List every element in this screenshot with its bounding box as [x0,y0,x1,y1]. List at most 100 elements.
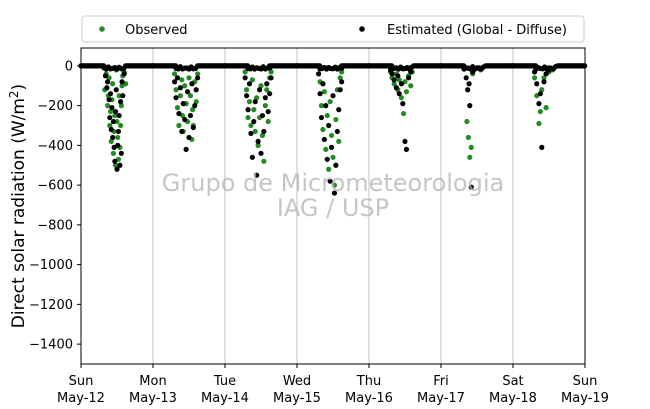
observed-point-21 [118,103,124,109]
estimated-point-24 [172,79,178,85]
estimated-point-96 [478,66,484,72]
estimated-point-29 [179,128,185,135]
estimated-point-3 [106,97,112,103]
estimated-point-43 [245,107,251,113]
y-tick-label-1: −200 [37,99,73,114]
estimated-point-33 [184,89,191,95]
observed-point-94 [465,134,471,141]
observed-point-60 [264,87,270,93]
estimated-point-55 [262,95,268,101]
observed-point-70 [326,166,332,172]
estimated-point-104 [546,67,552,73]
estimated-point-88 [408,69,414,75]
observed-point-85 [396,77,402,83]
observed-point-107 [543,105,549,111]
estimated-point-77 [388,67,394,73]
observed-point-48 [246,99,253,105]
observed-point-2 [105,103,111,109]
estimated-point-49 [254,172,260,178]
estimated-zero-point-407 [552,64,559,70]
gridlines [152,48,514,364]
estimated-point-87 [406,75,412,81]
legend: Observed Estimated (Global - Diffuse) [81,15,585,43]
x-tick-date-label-1: May-13 [129,391,177,406]
observed-point-34 [182,83,188,89]
estimated-zero-point-233 [339,65,345,71]
estimated-point-97 [532,69,538,75]
estimated-point-7 [109,105,115,111]
estimated-point-63 [320,81,326,87]
estimated-point-73 [334,128,340,135]
plot-frame [80,47,586,365]
observed-point-53 [254,95,260,101]
x-tick-day-label-1: Mon [139,374,166,389]
legend-estimated-marker [359,26,365,32]
estimated-point-81 [395,73,401,79]
observed-point-58 [261,158,267,164]
series-estimated [78,63,588,196]
observed-point-44 [195,71,201,77]
observed-point-101 [532,75,538,81]
observed-point-7 [108,138,114,145]
x-tick-date-label-4: May-16 [345,391,393,406]
observed-point-18 [116,93,122,99]
estimated-point-38 [192,103,198,109]
estimated-point-11 [112,158,118,164]
observed-point-103 [536,120,542,127]
estimated-zero-point-115 [192,65,199,71]
y-axis-title-main: Direct solar radiation (W/m [9,98,29,328]
legend-frame [81,15,585,43]
estimated-point-45 [248,130,254,137]
x-tick-day-label-7: Sun [573,374,598,389]
observed-point-47 [245,114,251,121]
estimated-point-4 [107,114,113,121]
estimated-point-42 [244,93,250,99]
observed-point-28 [174,105,181,111]
observed-point-57 [259,132,266,139]
estimated-point-23 [121,71,127,77]
estimated-point-74 [336,107,342,113]
estimated-point-25 [173,95,179,101]
observed-point-26 [172,71,178,77]
estimated-point-32 [183,146,189,152]
observed-point-78 [337,75,343,81]
observed-point-6 [107,108,114,115]
observed-point-75 [333,116,339,123]
observed-point-10 [110,150,116,156]
estimated-point-83 [398,81,404,87]
y-axis-title-superscript: 2 [7,90,21,98]
observed-point-52 [252,128,258,135]
watermark-line1: Grupo de Micrometeorologia [162,169,504,197]
observed-point-96 [468,144,474,150]
estimated-point-14 [114,166,120,172]
estimated-point-57 [265,108,271,115]
x-tick-date-label-6: May-18 [489,391,537,406]
observed-point-71 [327,99,333,105]
estimated-point-9 [110,118,116,125]
estimated-point-75 [337,87,343,93]
estimated-point-54 [261,128,267,135]
observed-point-91 [408,83,414,89]
estimated-point-41 [242,75,248,81]
estimated-point-86 [403,146,410,152]
estimated-point-27 [176,110,182,117]
x-tick-day-label-3: Wed [283,374,311,389]
estimated-point-64 [321,136,327,143]
x-tick-day-label-6: Sat [502,374,523,389]
y-tick-label-6: −1200 [29,298,73,313]
x-tick-date-label-3: May-15 [273,391,321,406]
observed-point-72 [328,132,335,139]
estimated-point-90 [465,87,471,93]
observed-point-66 [320,126,326,133]
estimated-point-58 [267,91,273,97]
estimated-point-53 [259,112,266,119]
y-tick-label-4: −800 [37,218,73,233]
y-tick-label-5: −1000 [29,258,73,273]
estimated-point-101 [539,144,545,150]
estimated-point-31 [182,116,188,123]
estimated-point-0 [102,73,109,79]
estimated-point-50 [255,138,261,145]
x-tick-date-label-7: May-19 [561,391,609,406]
observed-point-5 [107,122,113,129]
estimated-point-16 [115,128,122,135]
